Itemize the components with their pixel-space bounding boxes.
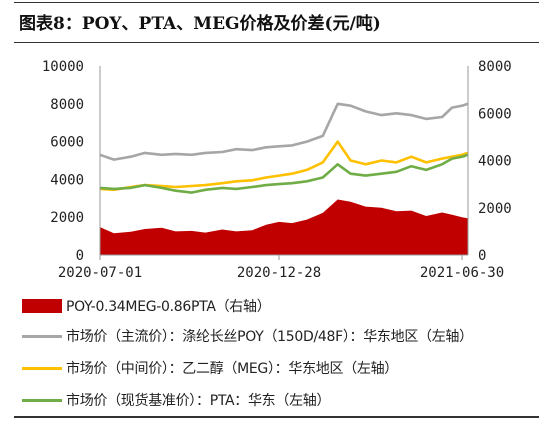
chart-title: 图表8：POY、PTA、MEG价格及价差(元/吨) — [19, 14, 381, 34]
x-tick-label: 2020-07-01 — [58, 265, 142, 281]
legend-swatch-pta — [22, 398, 62, 402]
legend-label-pta: 市场价（现货基准价）：PTA：华东（左轴） — [66, 393, 331, 409]
title-bar: 图表8：POY、PTA、MEG价格及价差(元/吨) — [0, 0, 554, 44]
legend-label-poy: 市场价（主流价）：涤纶长丝POY（150D/48F）：华东地区（左轴） — [66, 329, 473, 345]
y-right-tick-label: 2000 — [478, 201, 512, 217]
series-line-2 — [99, 140, 469, 192]
chart-canvas: 0 2000 4000 6000 8000 10000 0 2000 4000 6000 8000 2… — [42, 59, 512, 281]
y-right-tick-label: 8000 — [478, 59, 512, 75]
y-left-tick-label: 10000 — [42, 59, 84, 75]
legend-swatch-spread — [22, 299, 62, 313]
legend-swatch-meg — [22, 366, 62, 370]
x-tick-label: 2020-12-28 — [237, 265, 321, 281]
plot-area — [99, 102, 469, 255]
legend-swatch-poy — [22, 334, 62, 338]
title-bottom-rule — [14, 42, 539, 43]
y-right-tick-label: 0 — [478, 248, 486, 264]
y-left-tick-label: 2000 — [50, 210, 84, 226]
y-left-tick-label: 0 — [76, 248, 84, 264]
legend-label-spread: POY-0.34MEG-0.86PTA（右轴） — [66, 299, 271, 315]
legend-item-meg: 市场价（中间价）：乙二醇（MEG）：华东地区（左轴） — [22, 356, 398, 380]
series-line-3 — [99, 153, 469, 194]
y-left-tick-label: 6000 — [50, 135, 84, 151]
legend-item-pta: 市场价（现货基准价）：PTA：华东（左轴） — [22, 388, 330, 412]
legend-item-poy: 市场价（主流价）：涤纶长丝POY（150D/48F）：华东地区（左轴） — [22, 324, 473, 348]
title-top-rule — [14, 2, 539, 3]
x-tick-label: 2021-06-30 — [420, 265, 504, 281]
legend-item-spread: POY-0.34MEG-0.86PTA（右轴） — [22, 294, 271, 318]
axes: 0 2000 4000 6000 8000 10000 0 2000 4000 6000 8000 2… — [42, 59, 512, 281]
y-right-tick-label: 6000 — [478, 106, 512, 122]
legend-label-meg: 市场价（中间价）：乙二醇（MEG）：华东地区（左轴） — [66, 361, 398, 377]
series-line-1 — [99, 102, 469, 161]
series-area-0 — [100, 199, 468, 255]
bottom-rule — [14, 416, 539, 418]
y-left-tick-label: 8000 — [50, 97, 84, 113]
y-left-tick-label: 4000 — [50, 172, 84, 188]
y-right-tick-label: 4000 — [478, 154, 512, 170]
